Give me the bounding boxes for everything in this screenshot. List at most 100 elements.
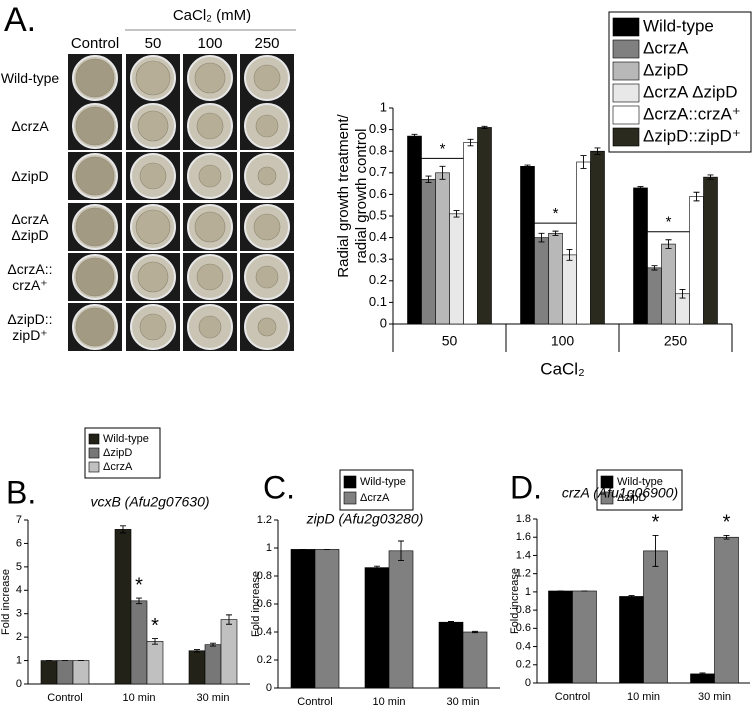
chart-title: crzA (Afu1g06900) (562, 485, 678, 501)
bar (72, 660, 90, 685)
colony (198, 164, 222, 188)
bar (146, 641, 164, 685)
y-axis-label: Fold increase (250, 571, 262, 637)
legend-swatch (612, 105, 640, 125)
colony (257, 166, 277, 186)
significance-mark: * (553, 205, 559, 222)
colony (75, 257, 115, 297)
y-tick-label: 1 (266, 542, 272, 554)
x-tick-label: 30 min (446, 696, 479, 708)
bar (548, 232, 563, 325)
legend-label: ΔcrzA (360, 492, 390, 504)
colony (255, 114, 279, 138)
bar (220, 619, 238, 685)
bar (548, 590, 573, 684)
x-tick-label: 30 min (698, 691, 731, 703)
y-tick-label: 0.3 (369, 251, 387, 266)
colony (139, 313, 167, 341)
colony (257, 317, 277, 337)
colony (139, 162, 167, 190)
colony (75, 207, 115, 247)
plate-row-label: ΔcrzA ΔzipD (11, 211, 49, 243)
y-tick-label: 1 (16, 654, 22, 666)
legend-label: ΔzipD (617, 492, 646, 504)
y-tick-label: 0.2 (257, 654, 272, 666)
colony (137, 110, 169, 142)
chart-title: vcxB (Afu2g07630) (90, 494, 209, 510)
x-tick-label: 50 (442, 333, 458, 349)
legend-label: ΔzipD::zipD⁺ (643, 126, 741, 145)
error-bar (637, 186, 644, 190)
error-bar (693, 191, 700, 202)
y-tick-label: 5 (16, 561, 22, 573)
bar (661, 243, 676, 325)
bar (463, 142, 478, 325)
legend-label: ΔzipD (103, 447, 132, 459)
y-tick-label: 1.8 (516, 513, 531, 525)
legend-swatch (600, 475, 614, 489)
plate-column-label: Control (71, 35, 119, 52)
bar (689, 196, 704, 325)
bar (520, 166, 535, 325)
legend-label: ΔcrzA (643, 38, 689, 57)
legend-label: Wild-type (360, 476, 406, 488)
bar (314, 549, 340, 689)
bar (619, 596, 644, 684)
significance-mark: * (652, 512, 660, 534)
x-tick-label: 10 min (372, 696, 405, 708)
colony (135, 60, 171, 96)
bar (714, 536, 739, 684)
bar (534, 237, 549, 325)
legend-swatch (88, 447, 100, 459)
legend-swatch (88, 433, 100, 445)
y-tick-label: 0 (380, 315, 387, 330)
legend-swatch (343, 491, 357, 505)
colony (135, 209, 171, 245)
y-tick-label: 0.6 (369, 186, 387, 201)
bar (188, 650, 206, 685)
y-tick-label: 0.8 (257, 570, 272, 582)
error-bar (136, 597, 142, 605)
bar (114, 529, 132, 685)
y-axis-label: Fold increase (509, 568, 521, 634)
y-tick-label: 6 (16, 537, 22, 549)
error-bar (120, 525, 126, 534)
error-bar (453, 210, 460, 218)
error-bar (652, 534, 659, 567)
y-tick-label: 0.2 (369, 272, 387, 287)
y-axis-label: Radial growth treatment/ radial growth c… (335, 114, 370, 278)
bar (562, 254, 577, 325)
error-bar (580, 155, 587, 169)
bar (572, 590, 597, 684)
error-bar (665, 239, 672, 249)
significance-mark: * (135, 574, 143, 596)
bar (449, 213, 464, 325)
error-bar (679, 288, 686, 299)
error-bar (448, 621, 454, 624)
x-tick-label: 30 min (196, 692, 229, 704)
y-tick-label: 1.4 (516, 549, 531, 561)
legend-label: ΔzipD (643, 60, 688, 79)
y-axis-label: Fold increase (0, 569, 12, 635)
bar (364, 567, 390, 689)
x-tick-label: Control (555, 691, 590, 703)
colony (196, 112, 224, 140)
colony (75, 58, 115, 98)
x-axis-label: CaCl₂ (540, 359, 584, 378)
bar (576, 161, 591, 325)
legend-label: ΔcrzA ΔzipD (643, 82, 738, 101)
plate-column-label: 100 (197, 35, 222, 52)
panel-label: A. (4, 1, 36, 39)
bar (204, 644, 222, 685)
x-tick-label: Control (47, 692, 82, 704)
error-bar (628, 595, 635, 598)
significance-mark: * (723, 512, 731, 534)
error-bar (374, 565, 380, 570)
bar (703, 176, 718, 325)
error-bar (467, 138, 474, 147)
y-tick-label: 0.4 (516, 640, 531, 652)
colony (196, 263, 224, 291)
y-tick-label: 0 (16, 678, 22, 690)
